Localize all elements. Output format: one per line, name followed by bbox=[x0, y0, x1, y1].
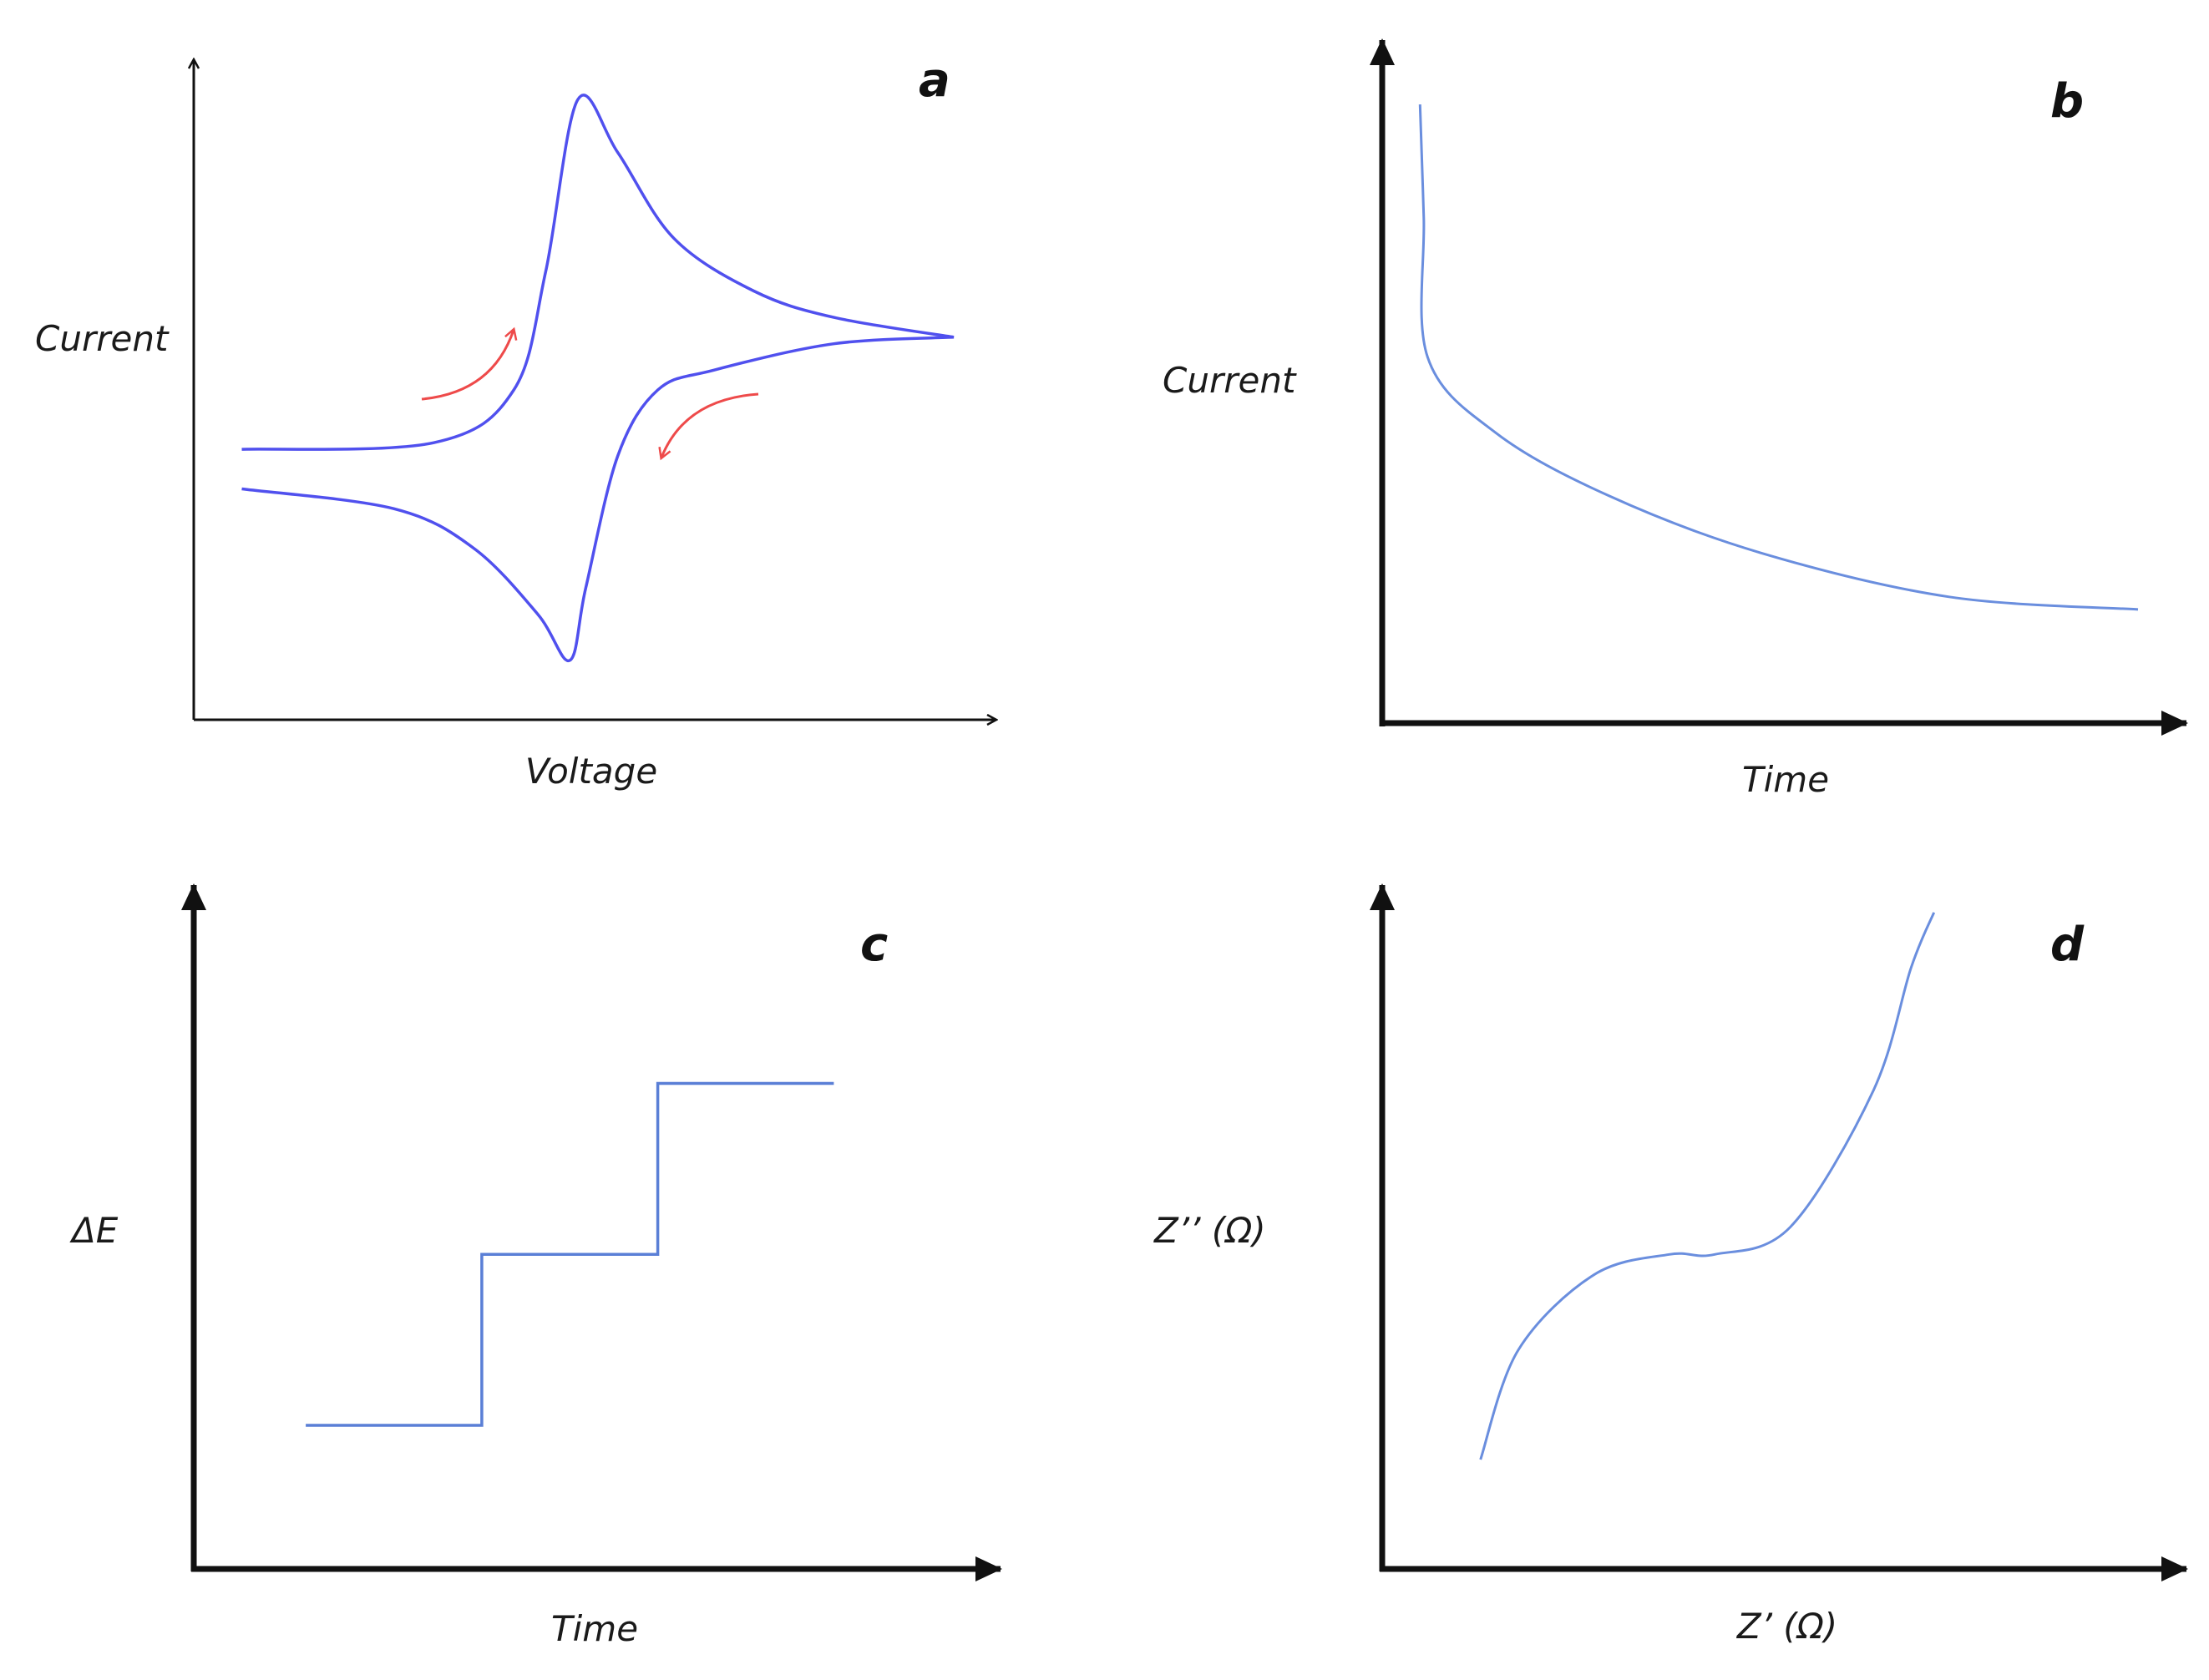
panel-a-reverse-arrow bbox=[661, 392, 759, 458]
panel-a-x-label: Voltage bbox=[525, 751, 657, 792]
panel-c-letter: c bbox=[860, 918, 888, 972]
panel-c-staircase bbox=[306, 1081, 834, 1427]
panel-d: d Z’ (Ω) Z’’ (Ω) bbox=[1153, 883, 2188, 1647]
panel-b-decay-curve bbox=[1418, 104, 2139, 611]
panel-a-forward-arrow bbox=[421, 330, 514, 401]
panel-d-nyquist-curve bbox=[1479, 912, 1936, 1460]
panel-c: c Time ΔE bbox=[69, 883, 1002, 1649]
panel-b-x-label: Time bbox=[1742, 759, 1829, 800]
panel-a-reverse-scan bbox=[241, 336, 955, 662]
panel-a-forward-scan bbox=[241, 94, 955, 451]
panel-b-y-label: Current bbox=[1163, 360, 1297, 401]
panel-b: b Time Current bbox=[1163, 38, 2188, 800]
panel-a: a Voltage Current bbox=[35, 53, 996, 792]
panel-d-y-label: Z’’ (Ω) bbox=[1153, 1210, 1266, 1251]
panel-c-x-label: Time bbox=[551, 1608, 638, 1649]
panel-a-letter: a bbox=[919, 53, 950, 108]
panel-b-letter: b bbox=[2050, 74, 2084, 129]
panel-c-y-label: ΔE bbox=[69, 1210, 119, 1251]
panel-d-x-label: Z’ (Ω) bbox=[1736, 1606, 1837, 1647]
panel-d-letter: d bbox=[2050, 918, 2085, 972]
panel-a-y-label: Current bbox=[35, 318, 170, 359]
